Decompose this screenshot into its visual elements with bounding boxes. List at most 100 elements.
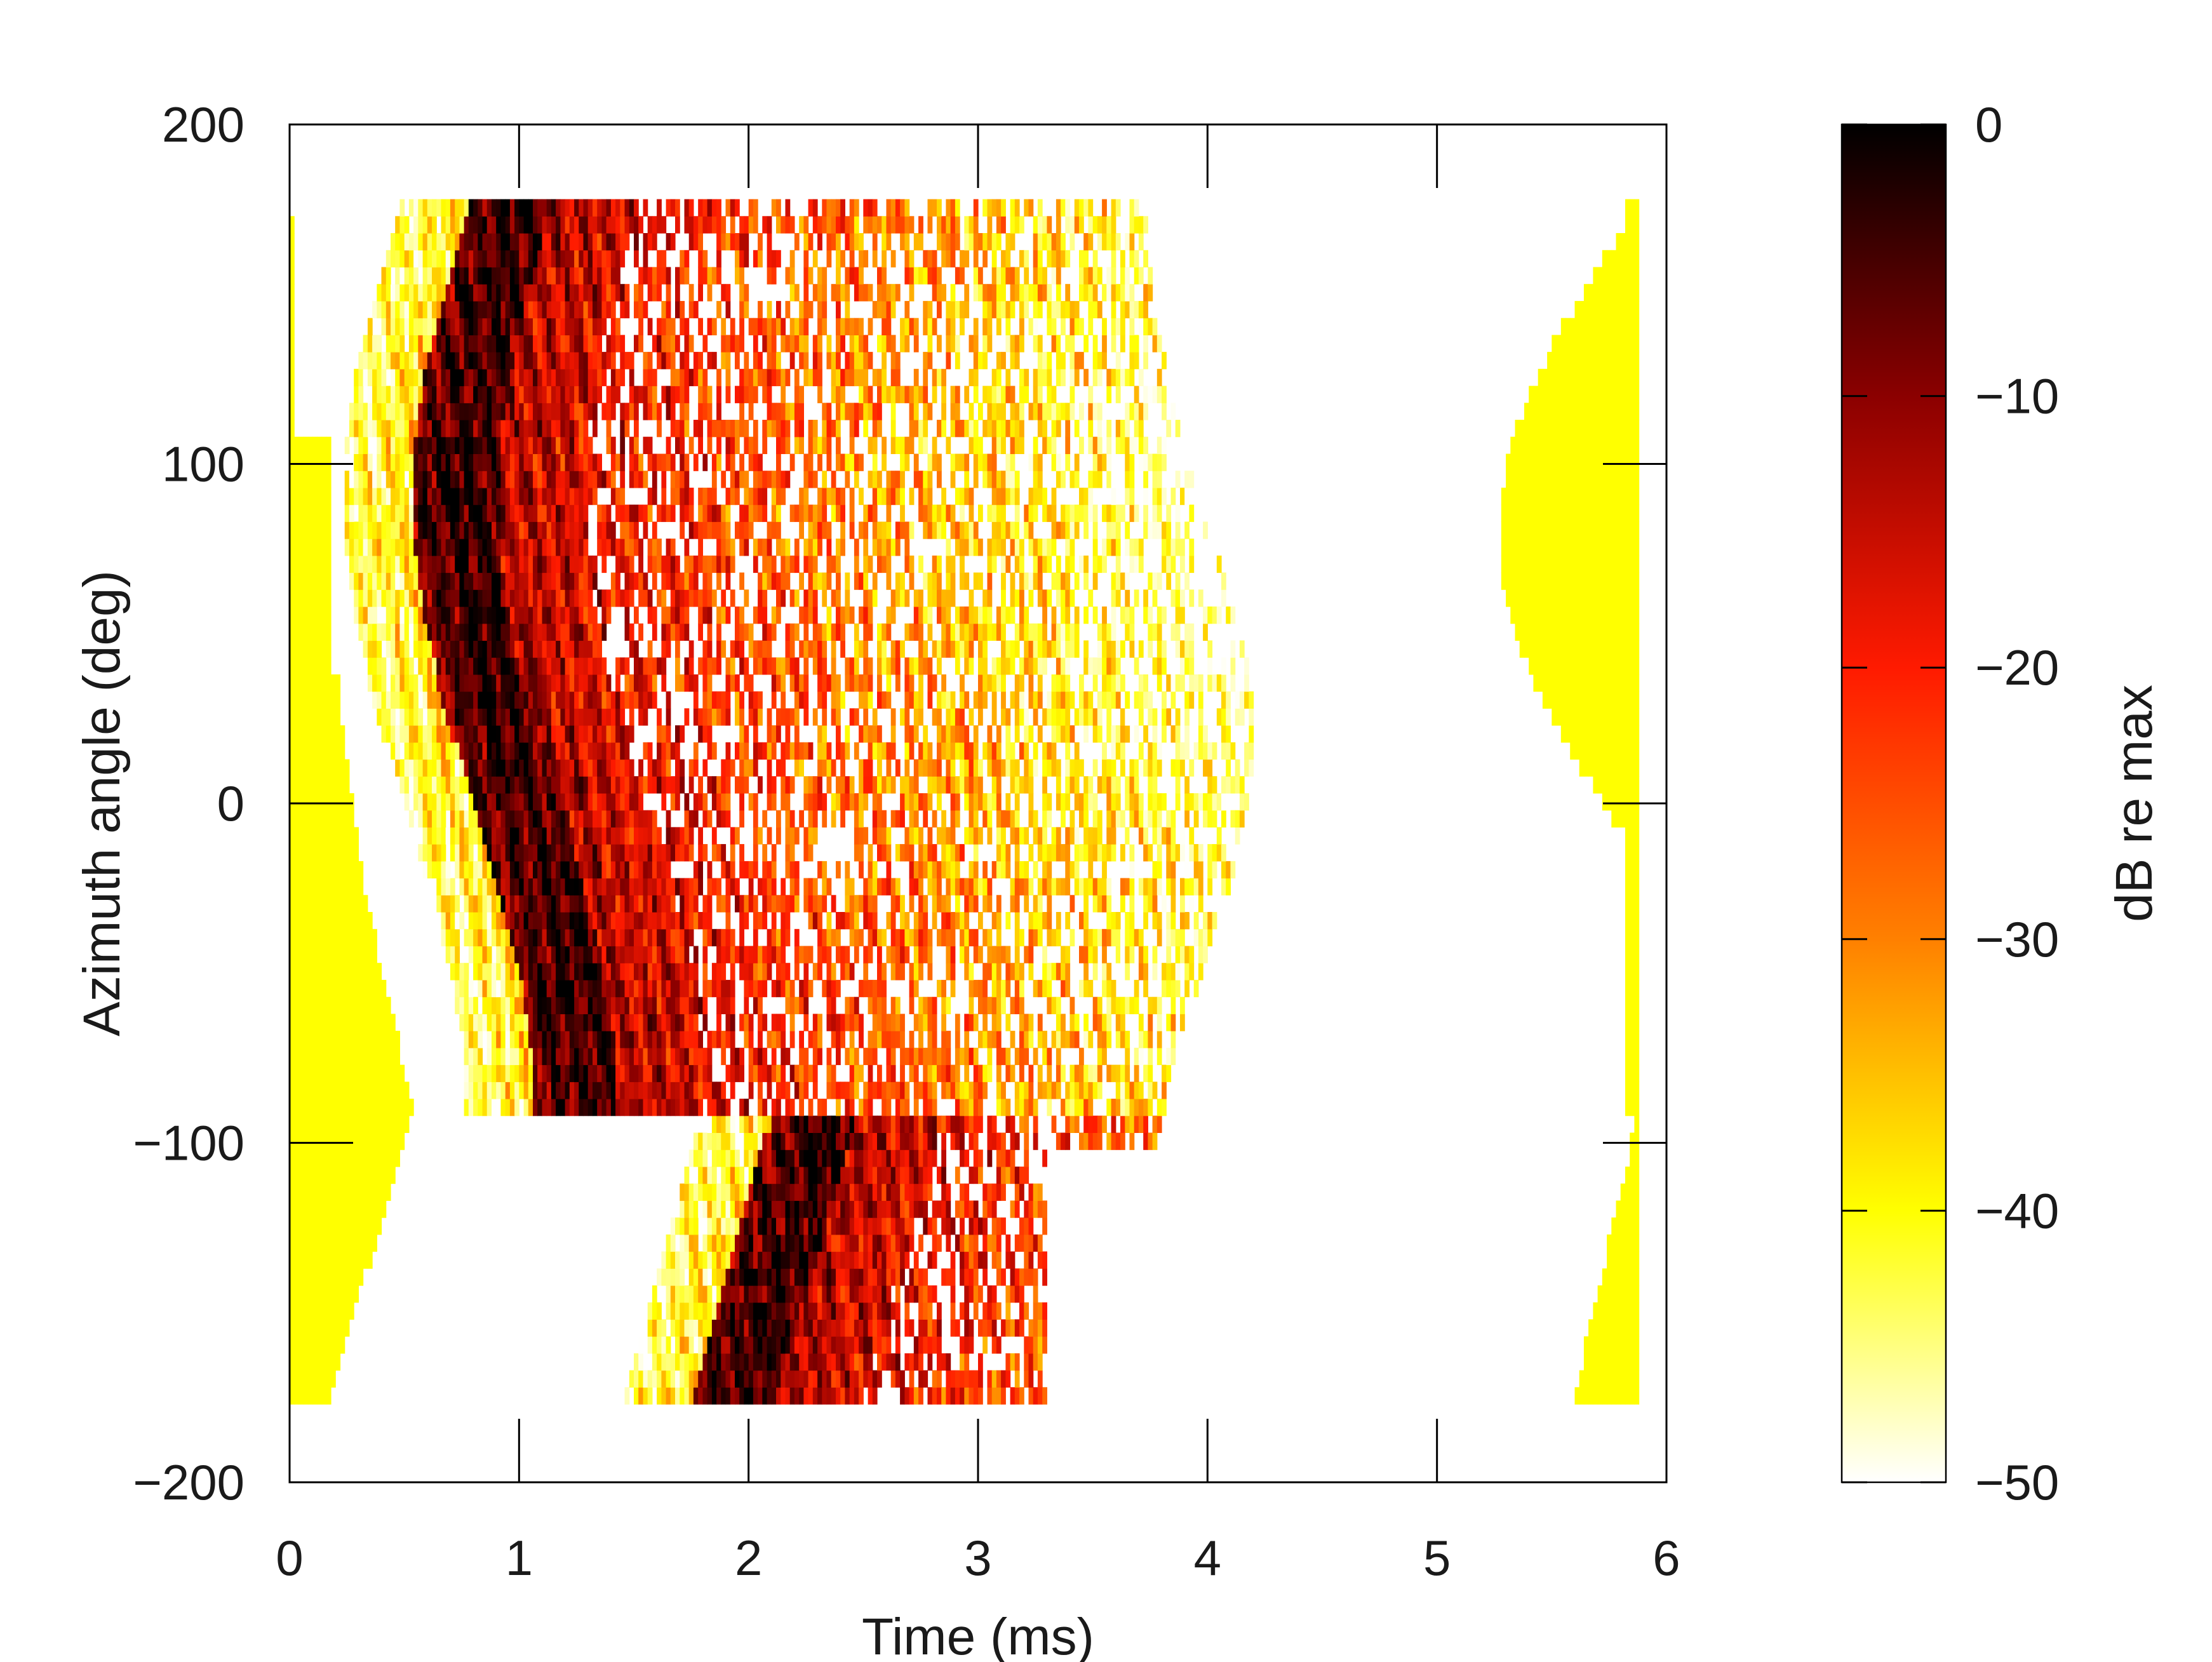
heatmap-cell <box>290 861 295 879</box>
heatmap-cell <box>509 1031 515 1049</box>
heatmap-cell <box>890 1132 896 1150</box>
heatmap-cell <box>1143 1031 1148 1049</box>
heatmap-cell <box>969 979 974 998</box>
heatmap-cell <box>597 844 602 862</box>
heatmap-cell <box>753 963 758 981</box>
heatmap-cell <box>1001 1217 1006 1235</box>
heatmap-cell <box>859 1132 864 1150</box>
heatmap-cell <box>533 1047 538 1066</box>
heatmap-cell <box>1097 1014 1103 1031</box>
heatmap-cell <box>1129 996 1135 1014</box>
heatmap-cell <box>863 1149 869 1167</box>
heatmap-cell <box>593 1047 598 1066</box>
heatmap-cell <box>1106 759 1112 777</box>
heatmap-cell <box>854 742 859 760</box>
heatmap-cell <box>762 1234 768 1252</box>
heatmap-cell <box>730 1183 735 1201</box>
heatmap-cell <box>1120 742 1125 760</box>
heatmap-cell <box>909 1285 915 1303</box>
heatmap-cell <box>987 1302 993 1320</box>
heatmap-cell <box>294 1200 299 1218</box>
heatmap-cell <box>711 742 717 760</box>
heatmap-cell <box>946 1234 951 1252</box>
heatmap-cell <box>298 1370 304 1388</box>
heatmap-cell <box>294 1285 299 1303</box>
heatmap-cell <box>725 1319 731 1337</box>
heatmap-cell <box>808 1149 814 1167</box>
heatmap-cell <box>702 1234 708 1252</box>
heatmap-cell <box>344 1302 350 1320</box>
heatmap-cell <box>937 1234 942 1252</box>
heatmap-cell <box>748 1014 754 1031</box>
heatmap-cell <box>519 1064 525 1082</box>
heatmap-cell <box>890 912 896 930</box>
heatmap-cell <box>987 996 993 1014</box>
heatmap-cell <box>1634 742 1640 760</box>
heatmap-cell <box>688 1082 694 1099</box>
heatmap-cell <box>303 861 309 879</box>
heatmap-cell <box>859 776 864 794</box>
heatmap-cell <box>624 759 630 777</box>
heatmap-cell <box>496 776 501 794</box>
heatmap-cell <box>638 1082 643 1099</box>
heatmap-cell <box>514 861 519 879</box>
heatmap-cell <box>1033 810 1038 828</box>
heatmap-cell <box>505 1031 511 1049</box>
heatmap-cell <box>331 742 336 760</box>
heatmap-cell <box>317 810 323 828</box>
heatmap-cell <box>964 759 970 777</box>
heatmap-cell <box>657 1387 662 1405</box>
heatmap-cell <box>702 1200 708 1218</box>
heatmap-cell <box>391 1082 396 1099</box>
heatmap-cell <box>680 912 685 930</box>
heatmap-cell <box>290 1302 295 1320</box>
heatmap-cell <box>638 946 643 963</box>
heatmap-cell <box>817 1132 822 1150</box>
heatmap-cell <box>1033 979 1038 998</box>
heatmap-cell <box>886 742 892 760</box>
heatmap-cell <box>840 1302 845 1320</box>
heatmap-cell <box>312 1132 318 1150</box>
heatmap-cell <box>569 912 575 930</box>
heatmap-cell <box>872 1285 878 1303</box>
heatmap-cell <box>845 1251 850 1269</box>
heatmap-cell <box>1115 912 1121 930</box>
heatmap-cell <box>331 1285 336 1303</box>
heatmap-cell <box>326 725 332 743</box>
heatmap-cell <box>528 759 533 777</box>
heatmap-cell <box>785 928 791 947</box>
heatmap-cell <box>803 1014 809 1031</box>
heatmap-cell <box>505 861 511 879</box>
heatmap-cell <box>684 996 690 1014</box>
heatmap-cell <box>500 793 506 811</box>
heatmap-cell <box>358 1268 364 1286</box>
heatmap-cell <box>808 895 814 913</box>
heatmap-cell <box>987 1031 993 1049</box>
heatmap-cell <box>294 1082 299 1099</box>
heatmap-cell <box>290 1183 295 1201</box>
heatmap-cell <box>367 1014 373 1031</box>
heatmap-cell <box>1042 963 1047 981</box>
heatmap-cell <box>441 861 446 879</box>
heatmap-cell <box>688 844 694 862</box>
heatmap-cell <box>587 895 593 913</box>
heatmap-cell <box>331 1115 336 1133</box>
heatmap-cell <box>1180 1014 1185 1031</box>
heatmap-cell <box>321 1064 327 1082</box>
heatmap-cell <box>803 1251 809 1269</box>
heatmap-cell <box>721 1031 727 1049</box>
heatmap-cell <box>863 1336 869 1354</box>
heatmap-cell <box>349 912 354 930</box>
heatmap-cell <box>349 963 354 981</box>
heatmap-cell <box>303 912 309 930</box>
heatmap-cell <box>1111 1099 1116 1116</box>
heatmap-cell <box>969 878 974 895</box>
heatmap-cell <box>1125 1115 1130 1133</box>
heatmap-cell <box>290 878 295 895</box>
heatmap-cell <box>1180 928 1185 947</box>
heatmap-cell <box>1010 1319 1016 1337</box>
heatmap-cell <box>1028 844 1034 862</box>
heatmap-cell <box>904 1115 910 1133</box>
heatmap-cell <box>688 1099 694 1116</box>
heatmap-cell <box>381 1064 387 1082</box>
